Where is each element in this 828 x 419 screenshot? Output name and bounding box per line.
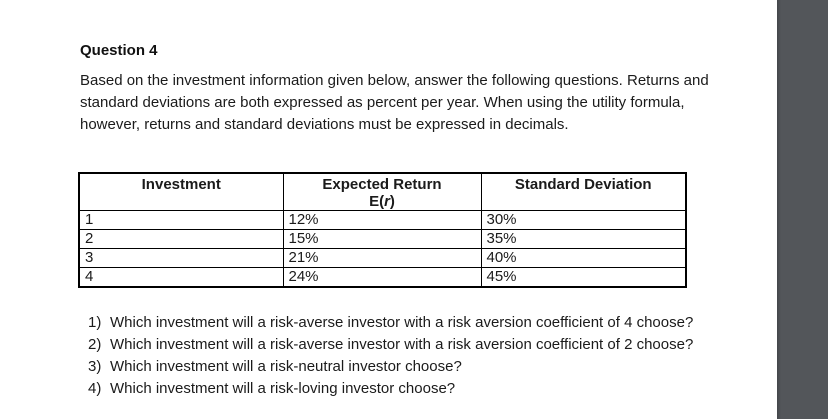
cell-expected-return: 21% — [282, 248, 482, 268]
header-expected-return-symbol: E(r) — [369, 193, 395, 210]
question-title: Question 4 — [80, 42, 158, 59]
table-header-row: Investment Expected Return E(r) Standard… — [78, 172, 687, 211]
header-standard-deviation-label: Standard Deviation — [514, 176, 652, 193]
table-row: 1 12% 30% — [78, 210, 687, 230]
table-row: 4 24% 45% — [78, 267, 687, 288]
cell-standard-deviation: 45% — [480, 267, 687, 288]
question-text: Which investment will a risk-neutral inv… — [110, 358, 462, 375]
list-item: 1) Which investment will a risk-averse i… — [88, 312, 693, 334]
table-row: 3 21% 40% — [78, 248, 687, 268]
cell-investment: 2 — [78, 229, 284, 249]
cell-standard-deviation: 40% — [480, 248, 687, 268]
cell-expected-return: 24% — [282, 267, 482, 288]
header-investment-label: Investment — [141, 176, 221, 193]
question-text: Which investment will a risk-averse inve… — [110, 314, 694, 331]
question-number: 4) — [88, 380, 102, 397]
question-list: 1) Which investment will a risk-averse i… — [88, 312, 693, 400]
cell-expected-return: 15% — [282, 229, 482, 249]
question-number: 2) — [88, 336, 102, 353]
intro-line: however, returns and standard deviations… — [80, 116, 569, 133]
list-item: 2) Which investment will a risk-averse i… — [88, 334, 693, 356]
investment-table: Investment Expected Return E(r) Standard… — [78, 172, 687, 288]
cell-investment: 3 — [78, 248, 284, 268]
intro-line: standard deviations are both expressed a… — [80, 94, 685, 111]
cell-standard-deviation: 35% — [480, 229, 687, 249]
cell-investment: 4 — [78, 267, 284, 288]
list-item: 4) Which investment will a risk-loving i… — [88, 378, 693, 400]
cell-standard-deviation: 30% — [480, 210, 687, 230]
header-investment: Investment — [78, 172, 284, 211]
question-text: Which investment will a risk-averse inve… — [110, 336, 694, 353]
document-page: Question 4 Based on the investment infor… — [78, 42, 740, 400]
intro-paragraph: Based on the investment information give… — [80, 70, 740, 136]
cell-expected-return: 12% — [282, 210, 482, 230]
header-expected-return: Expected Return E(r) — [282, 172, 482, 211]
header-standard-deviation: Standard Deviation — [480, 172, 687, 211]
table-row: 2 15% 35% — [78, 229, 687, 249]
question-number: 3) — [88, 358, 102, 375]
question-text: Which investment will a risk-loving inve… — [110, 380, 456, 397]
cell-investment: 1 — [78, 210, 284, 230]
viewer-background-strip — [777, 0, 828, 419]
question-number: 1) — [88, 314, 102, 331]
list-item: 3) Which investment will a risk-neutral … — [88, 356, 693, 378]
header-expected-return-label: Expected Return — [322, 176, 442, 193]
intro-line: Based on the investment information give… — [80, 72, 709, 89]
